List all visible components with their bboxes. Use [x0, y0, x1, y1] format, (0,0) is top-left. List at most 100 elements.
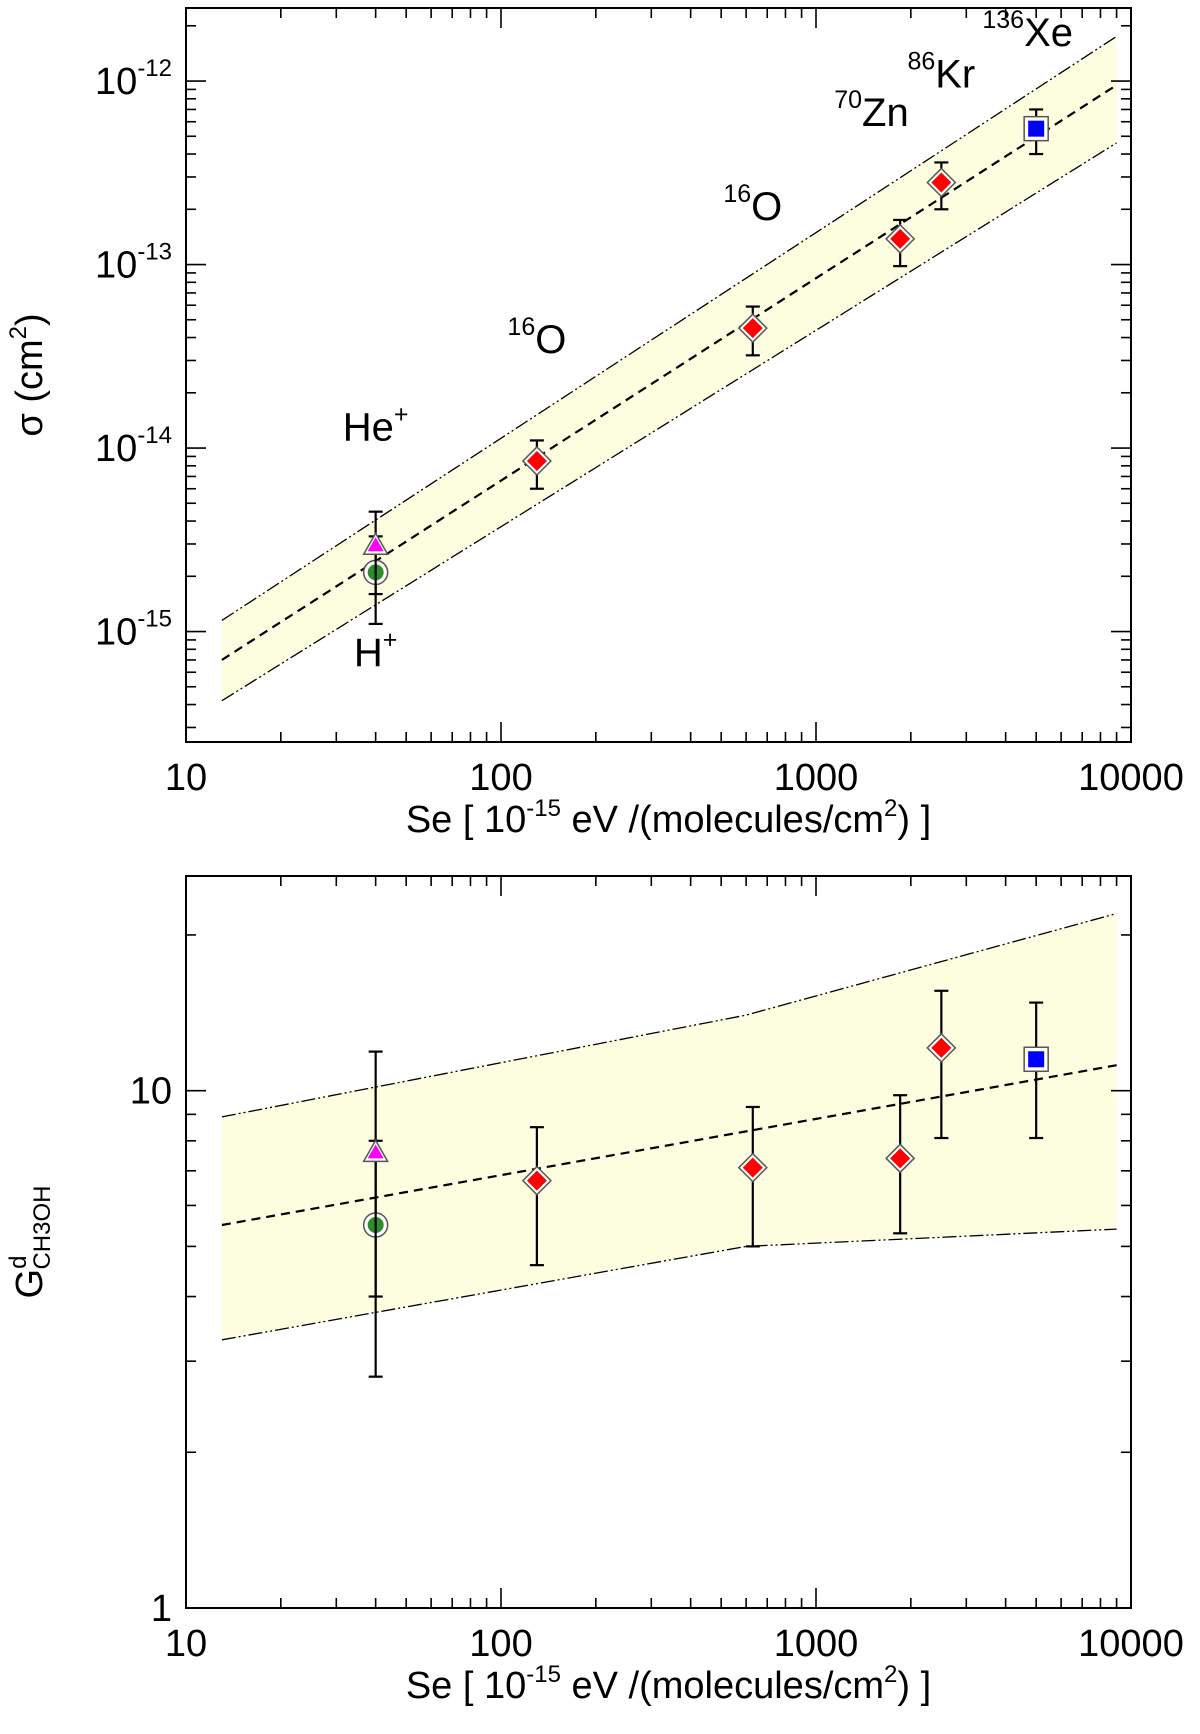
y-tick-base: 10: [95, 612, 137, 654]
x-label-part: ) ]: [897, 1665, 931, 1707]
y-tick-label: 10-13: [95, 239, 172, 287]
ion-mass-number: 136: [982, 6, 1024, 34]
y-tick-exponent: -15: [137, 606, 172, 633]
y-label-part: ): [9, 313, 51, 326]
x-tick-label: 100: [469, 1623, 532, 1665]
plot-frame: [185, 875, 1132, 1609]
series-136xe: [1023, 108, 1049, 156]
x-axis-label: Se [ 10-15 eV /(molecules/cm2) ]: [406, 795, 931, 841]
uncertainty-band: [221, 913, 1117, 1340]
series-heavy-ions: [521, 161, 957, 490]
series-he-: [362, 1050, 389, 1298]
ion-symbol: O: [751, 185, 782, 229]
ion-label: 16O: [507, 313, 566, 362]
series-heavy-ions: [521, 989, 957, 1267]
plot-area: [221, 912, 1117, 1341]
x-label-part: Se [ 10: [406, 1665, 526, 1707]
ion-symbol: H: [354, 631, 383, 675]
ion-mass-number: 16: [723, 180, 751, 208]
x-label-part: eV /(molecules/cm: [561, 1665, 884, 1707]
x-label-sup: 2: [884, 795, 897, 822]
ion-label: H+: [354, 626, 398, 675]
marker-diamond: [890, 228, 911, 249]
ion-label: 86Kr: [907, 48, 975, 97]
x-axis-label: Se [ 10-15 eV /(molecules/cm2) ]: [406, 1661, 931, 1707]
ion-symbol: He: [343, 405, 394, 449]
y-tick-exponent: -14: [137, 422, 172, 449]
y-tick-label: 1: [151, 1588, 172, 1630]
y-label-sup: d: [5, 1256, 32, 1269]
marker-diamond: [931, 1037, 952, 1058]
x-tick-label: 10: [165, 1623, 207, 1665]
marker-diamond: [742, 318, 763, 339]
x-tick-label: 10000: [1078, 1623, 1184, 1665]
ion-label: 70Zn: [834, 86, 909, 135]
y-tick-base: 10: [130, 1071, 172, 1113]
band-lower-line: [221, 1228, 1117, 1341]
x-tick-label: 1000: [774, 1623, 859, 1665]
y-tick-label: 10-12: [95, 55, 172, 103]
y-axis-label: σ (cm2): [5, 313, 51, 436]
x-tick-label: 10000: [1078, 757, 1184, 799]
x-label-sup: -15: [526, 1661, 561, 1688]
series-136xe: [1023, 1001, 1049, 1140]
ion-label: 136Xe: [982, 6, 1073, 55]
y-ticks: [186, 24, 1131, 729]
plot-area: [221, 35, 1118, 702]
y-axis-label: GdCH3OH: [5, 1186, 56, 1299]
fit-line: [221, 84, 1118, 661]
marker-diamond: [890, 1148, 911, 1169]
error-bar: [368, 1050, 383, 1298]
marker-diamond: [742, 1157, 763, 1178]
y-tick-label: 10-14: [95, 422, 172, 470]
marker-diamond: [526, 450, 547, 471]
y-label-sup: 2: [5, 326, 32, 339]
y-label-part: G: [9, 1269, 51, 1299]
ion-charge: +: [383, 626, 398, 654]
y-tick-base: 10: [95, 428, 137, 470]
ion-mass-number: 86: [907, 48, 935, 76]
x-tick-label: 1000: [774, 757, 859, 799]
fit-line: [221, 1064, 1117, 1227]
band-upper-line: [221, 912, 1117, 1118]
marker-square: [1028, 1051, 1045, 1068]
x-label-part: eV /(molecules/cm: [561, 799, 884, 841]
marker-diamond: [931, 172, 952, 193]
y-tick-exponent: -13: [137, 239, 172, 266]
ion-charge: +: [394, 400, 409, 428]
marker-triangle: [367, 537, 384, 552]
y-ticks: [186, 934, 1131, 1609]
band-lower-line: [221, 142, 1117, 702]
y-tick-label: 10: [130, 1071, 172, 1113]
y-tick-label: 10-15: [95, 606, 172, 654]
marker-diamond: [526, 1170, 547, 1191]
x-tick-label: 10: [165, 757, 207, 799]
y-tick-exponent: -12: [137, 55, 172, 82]
y-tick-base: 1: [151, 1588, 172, 1630]
y-tick-base: 10: [95, 245, 137, 287]
x-label-part: ) ]: [897, 799, 931, 841]
ion-symbol: Xe: [1024, 11, 1073, 55]
y-label-sub: CH3OH: [29, 1186, 56, 1270]
ion-label: 16O: [723, 180, 782, 229]
ion-mass-number: 70: [834, 86, 862, 114]
ion-symbol: Zn: [862, 91, 909, 135]
marker-square: [1028, 120, 1045, 137]
marker-triangle: [367, 1144, 384, 1159]
ion-symbol: Kr: [935, 53, 975, 97]
y-tick-base: 10: [95, 61, 137, 103]
x-tick-label: 100: [469, 757, 532, 799]
series-he-: [362, 510, 389, 596]
x-label-part: Se [ 10: [406, 799, 526, 841]
uncertainty-band: [221, 36, 1117, 701]
error-bar: [934, 989, 949, 1140]
x-label-sup: 2: [884, 1661, 897, 1688]
x-label-sup: -15: [526, 795, 561, 822]
x-ticks: [185, 876, 1118, 1608]
x-ticks: [185, 8, 1118, 742]
ion-label: He+: [343, 400, 409, 449]
ion-symbol: O: [535, 318, 566, 362]
